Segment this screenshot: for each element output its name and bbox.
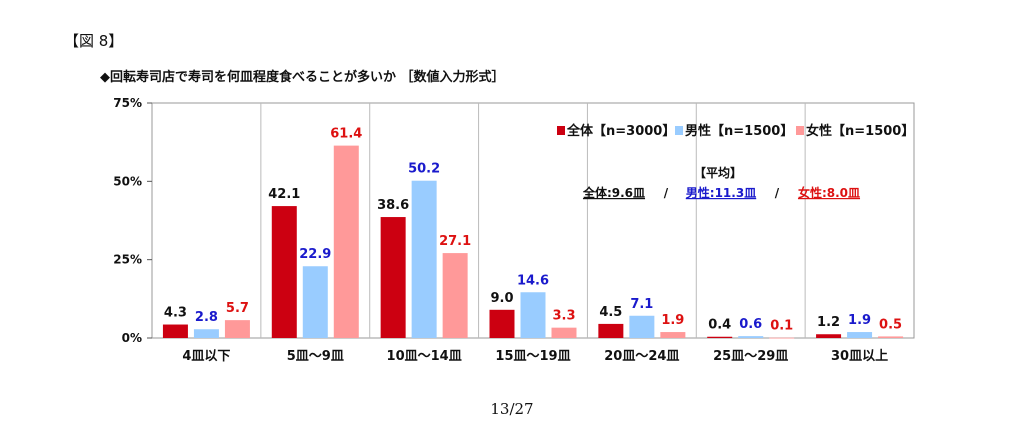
bar-value-label: 9.0 <box>490 291 513 306</box>
legend-swatch <box>675 126 683 135</box>
bar <box>629 315 655 338</box>
figure-label: 【図 8】 <box>64 32 124 50</box>
bar <box>271 206 297 338</box>
bar-value-label: 0.1 <box>770 319 793 334</box>
average-heading: 【平均】 <box>694 165 742 180</box>
bar <box>442 253 468 338</box>
bar <box>816 334 842 338</box>
bar-value-label: 4.5 <box>599 305 622 320</box>
bar-value-label: 0.6 <box>739 317 762 332</box>
x-category-label: 5皿～9皿 <box>287 349 344 364</box>
bar-value-label: 1.9 <box>848 313 871 328</box>
page-number: 13/27 <box>490 400 534 418</box>
average-sep-1: / <box>664 186 669 200</box>
bar-value-label: 38.6 <box>377 198 409 213</box>
bar <box>380 217 406 338</box>
bar <box>302 266 328 338</box>
bar-value-label: 1.9 <box>661 313 684 328</box>
average-overall: 全体:9.6皿 <box>582 185 645 200</box>
legend-swatch <box>557 126 565 135</box>
bar <box>847 332 873 338</box>
bar-value-label: 7.1 <box>630 297 653 312</box>
bar-value-label: 0.4 <box>708 318 731 333</box>
bar-value-label: 22.9 <box>299 247 331 262</box>
bar <box>878 336 904 338</box>
chart-title: ◆回転寿司店で寿司を何皿程度食べることが多いか ［数値入力形式］ <box>100 70 505 85</box>
bar-value-label: 0.5 <box>879 317 902 332</box>
bar-value-label: 3.3 <box>552 309 575 324</box>
average-male: 男性:11.3皿 <box>686 185 756 200</box>
bar <box>598 323 624 338</box>
bar <box>489 309 515 338</box>
average-female: 女性:8.0皿 <box>798 185 860 200</box>
legend-label: 全体【n=3000】 <box>566 123 675 139</box>
legend-label: 女性【n=1500】 <box>806 123 914 139</box>
legend-label: 男性【n=1500】 <box>685 123 793 139</box>
bar-value-label: 2.8 <box>195 310 218 325</box>
y-tick-label: 25% <box>113 253 142 267</box>
x-category-label: 10皿～14皿 <box>387 349 462 364</box>
y-tick-label: 0% <box>122 331 142 345</box>
bar-value-label: 1.2 <box>817 315 840 330</box>
x-category-label: 30皿以上 <box>831 349 888 364</box>
x-category-label: 4皿以下 <box>182 349 230 364</box>
y-tick-label: 50% <box>113 174 142 188</box>
bar-value-label: 61.4 <box>330 127 362 142</box>
x-category-label: 25皿～29皿 <box>713 349 788 364</box>
x-category-label: 20皿～24皿 <box>604 349 679 364</box>
bar <box>738 336 764 338</box>
bar-value-label: 42.1 <box>268 187 300 202</box>
bar <box>707 336 733 338</box>
bar-value-label: 4.3 <box>164 306 187 321</box>
y-tick-label: 75% <box>113 96 142 110</box>
bar <box>551 327 577 338</box>
bar <box>660 332 686 338</box>
bar <box>224 320 250 338</box>
bar-value-label: 27.1 <box>439 234 471 249</box>
bar <box>162 324 188 338</box>
x-category-label: 15皿～19皿 <box>495 349 570 364</box>
bar-value-label: 5.7 <box>226 301 249 316</box>
bar <box>520 292 546 338</box>
legend-swatch <box>796 126 804 135</box>
bar <box>769 337 795 339</box>
bar <box>333 145 359 338</box>
bar-value-label: 50.2 <box>408 162 440 177</box>
average-sep-2: / <box>775 186 780 200</box>
bar <box>193 329 219 338</box>
bar-value-label: 14.6 <box>517 273 549 288</box>
bar <box>411 180 437 338</box>
